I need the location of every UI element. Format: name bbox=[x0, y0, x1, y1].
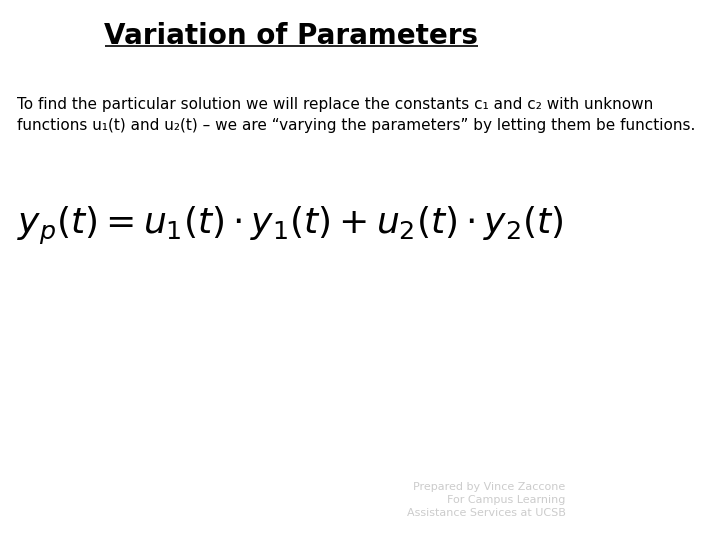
Text: Prepared by Vince Zaccone
For Campus Learning
Assistance Services at UCSB: Prepared by Vince Zaccone For Campus Lea… bbox=[407, 482, 565, 518]
Text: $y_p(t) = u_1(t) \cdot y_1(t) + u_2(t) \cdot y_2(t)$: $y_p(t) = u_1(t) \cdot y_1(t) + u_2(t) \… bbox=[17, 205, 564, 247]
Text: To find the particular solution we will replace the constants c₁ and c₂ with unk: To find the particular solution we will … bbox=[17, 97, 696, 133]
Text: Variation of Parameters: Variation of Parameters bbox=[104, 22, 479, 50]
